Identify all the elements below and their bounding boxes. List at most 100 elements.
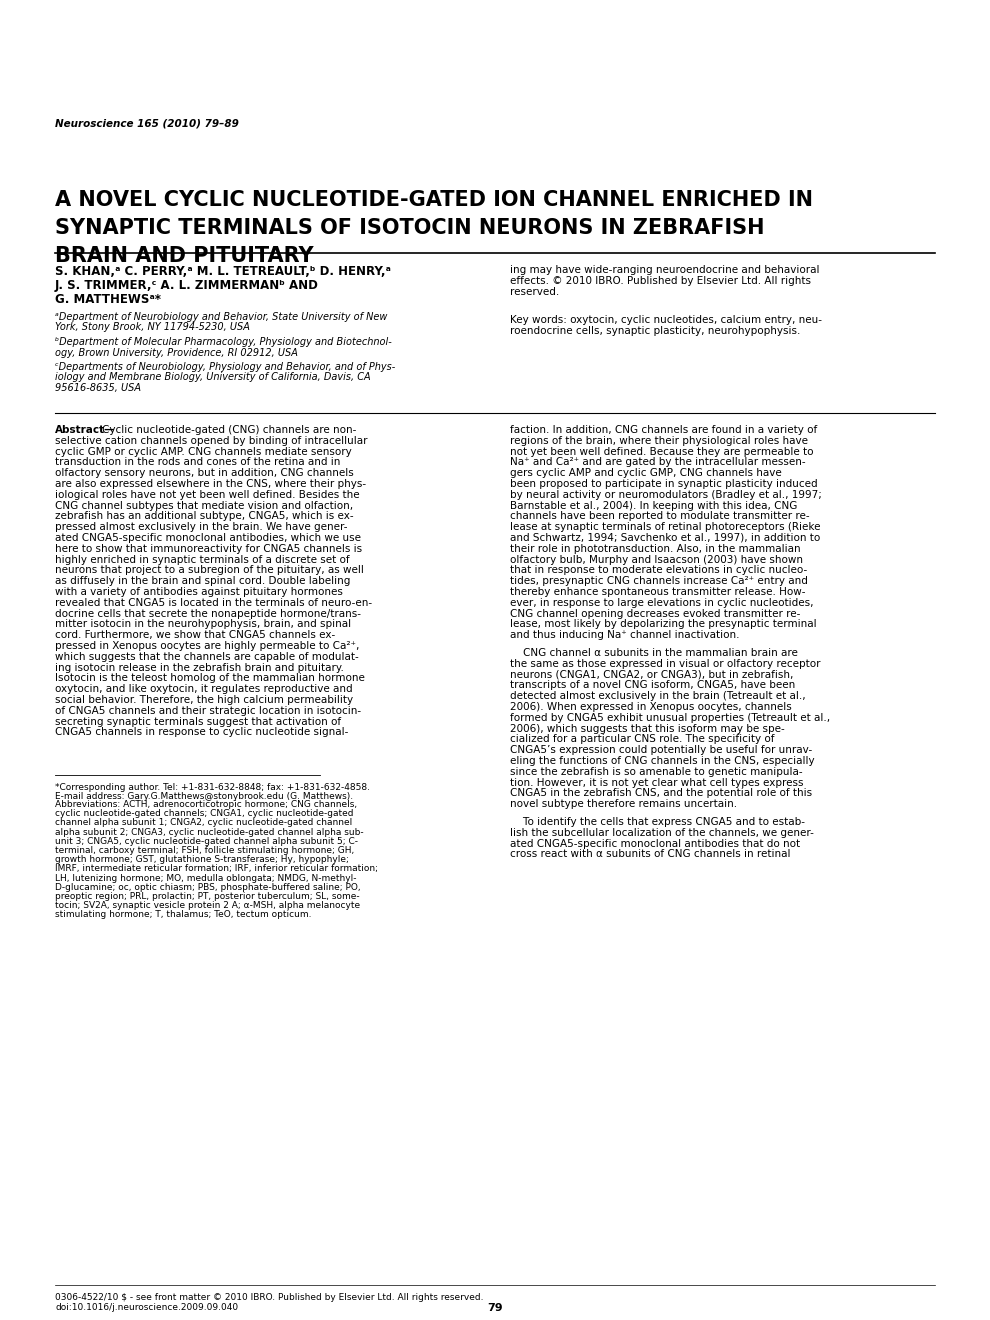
Text: D-glucamine; oc, optic chiasm; PBS, phosphate-buffered saline; PO,: D-glucamine; oc, optic chiasm; PBS, phos… bbox=[55, 883, 360, 892]
Text: LH, lutenizing hormone; MO, medulla oblongata; NMDG, N-methyl-: LH, lutenizing hormone; MO, medulla oblo… bbox=[55, 874, 356, 883]
Text: Abstract—: Abstract— bbox=[55, 425, 116, 436]
Text: CNG channel subtypes that mediate vision and olfaction,: CNG channel subtypes that mediate vision… bbox=[55, 500, 353, 511]
Text: oxytocin, and like oxytocin, it regulates reproductive and: oxytocin, and like oxytocin, it regulate… bbox=[55, 684, 352, 694]
Text: zebrafish has an additional subtype, CNGA5, which is ex-: zebrafish has an additional subtype, CNG… bbox=[55, 511, 353, 521]
Text: with a variety of antibodies against pituitary hormones: with a variety of antibodies against pit… bbox=[55, 587, 343, 597]
Text: olfactory bulb, Murphy and Isaacson (2003) have shown: olfactory bulb, Murphy and Isaacson (200… bbox=[510, 554, 803, 565]
Text: terminal, carboxy terminal; FSH, follicle stimulating hormone; GH,: terminal, carboxy terminal; FSH, follicl… bbox=[55, 846, 354, 855]
Text: of CNGA5 channels and their strategic location in isotocin-: of CNGA5 channels and their strategic lo… bbox=[55, 706, 361, 715]
Text: Key words: oxytocin, cyclic nucleotides, calcium entry, neu-: Key words: oxytocin, cyclic nucleotides,… bbox=[510, 315, 822, 325]
Text: alpha subunit 2; CNGA3, cyclic nucleotide-gated channel alpha sub-: alpha subunit 2; CNGA3, cyclic nucleotid… bbox=[55, 828, 363, 837]
Text: novel subtype therefore remains uncertain.: novel subtype therefore remains uncertai… bbox=[510, 799, 738, 809]
Text: and Schwartz, 1994; Savchenko et al., 1997), in addition to: and Schwartz, 1994; Savchenko et al., 19… bbox=[510, 533, 821, 543]
Text: Barnstable et al., 2004). In keeping with this idea, CNG: Barnstable et al., 2004). In keeping wit… bbox=[510, 500, 797, 511]
Text: secreting synaptic terminals suggest that activation of: secreting synaptic terminals suggest tha… bbox=[55, 717, 342, 726]
Text: lease, most likely by depolarizing the presynaptic terminal: lease, most likely by depolarizing the p… bbox=[510, 619, 817, 630]
Text: 0306-4522/10 $ - see front matter © 2010 IBRO. Published by Elsevier Ltd. All ri: 0306-4522/10 $ - see front matter © 2010… bbox=[55, 1294, 483, 1302]
Text: CNG channel α subunits in the mammalian brain are: CNG channel α subunits in the mammalian … bbox=[510, 648, 798, 657]
Text: and thus inducing Na⁺ channel inactivation.: and thus inducing Na⁺ channel inactivati… bbox=[510, 630, 740, 640]
Text: cross react with α subunits of CNG channels in retinal: cross react with α subunits of CNG chann… bbox=[510, 849, 790, 859]
Text: ᵃDepartment of Neurobiology and Behavior, State University of New: ᵃDepartment of Neurobiology and Behavior… bbox=[55, 312, 387, 322]
Text: that in response to moderate elevations in cyclic nucleo-: that in response to moderate elevations … bbox=[510, 565, 807, 576]
Text: the same as those expressed in visual or olfactory receptor: the same as those expressed in visual or… bbox=[510, 659, 821, 669]
Text: been proposed to participate in synaptic plasticity induced: been proposed to participate in synaptic… bbox=[510, 479, 818, 488]
Text: channel alpha subunit 1; CNGA2, cyclic nucleotide-gated channel: channel alpha subunit 1; CNGA2, cyclic n… bbox=[55, 818, 352, 828]
Text: tocin; SV2A, synaptic vesicle protein 2 A; α-MSH, alpha melanocyte: tocin; SV2A, synaptic vesicle protein 2 … bbox=[55, 902, 360, 911]
Text: thereby enhance spontaneous transmitter release. How-: thereby enhance spontaneous transmitter … bbox=[510, 587, 806, 597]
Text: effects. © 2010 IBRO. Published by Elsevier Ltd. All rights: effects. © 2010 IBRO. Published by Elsev… bbox=[510, 276, 811, 286]
Text: BRAIN AND PITUITARY: BRAIN AND PITUITARY bbox=[55, 246, 314, 267]
Text: doi:10.1016/j.neuroscience.2009.09.040: doi:10.1016/j.neuroscience.2009.09.040 bbox=[55, 1303, 239, 1312]
Text: unit 3; CNGA5, cyclic nucleotide-gated channel alpha subunit 5; C-: unit 3; CNGA5, cyclic nucleotide-gated c… bbox=[55, 837, 358, 846]
Text: gers cyclic AMP and cyclic GMP, CNG channels have: gers cyclic AMP and cyclic GMP, CNG chan… bbox=[510, 469, 782, 478]
Text: their role in phototransduction. Also, in the mammalian: their role in phototransduction. Also, i… bbox=[510, 544, 801, 554]
Text: J. S. TRIMMER,ᶜ A. L. ZIMMERMANᵇ AND: J. S. TRIMMER,ᶜ A. L. ZIMMERMANᵇ AND bbox=[55, 279, 319, 292]
Text: Isotocin is the teleost homolog of the mammalian hormone: Isotocin is the teleost homolog of the m… bbox=[55, 673, 365, 684]
Text: E-mail address: Gary.G.Matthews@stonybrook.edu (G. Matthews).: E-mail address: Gary.G.Matthews@stonybro… bbox=[55, 792, 353, 801]
Text: highly enriched in synaptic terminals of a discrete set of: highly enriched in synaptic terminals of… bbox=[55, 554, 349, 565]
Text: are also expressed elsewhere in the CNS, where their phys-: are also expressed elsewhere in the CNS,… bbox=[55, 479, 366, 488]
Text: detected almost exclusively in the brain (Tetreault et al.,: detected almost exclusively in the brain… bbox=[510, 692, 806, 701]
Text: lease at synaptic terminals of retinal photoreceptors (Rieke: lease at synaptic terminals of retinal p… bbox=[510, 523, 821, 532]
Text: lish the subcellular localization of the channels, we gener-: lish the subcellular localization of the… bbox=[510, 828, 814, 838]
Text: cialized for a particular CNS role. The specificity of: cialized for a particular CNS role. The … bbox=[510, 734, 774, 744]
Text: eling the functions of CNG channels in the CNS, especially: eling the functions of CNG channels in t… bbox=[510, 756, 815, 766]
Text: revealed that CNGA5 is located in the terminals of neuro-en-: revealed that CNGA5 is located in the te… bbox=[55, 598, 372, 607]
Text: Na⁺ and Ca²⁺ and are gated by the intracellular messen-: Na⁺ and Ca²⁺ and are gated by the intrac… bbox=[510, 458, 806, 467]
Text: preoptic region; PRL, prolactin; PT, posterior tuberculum; SL, some-: preoptic region; PRL, prolactin; PT, pos… bbox=[55, 892, 359, 902]
Text: neurons that project to a subregion of the pituitary, as well: neurons that project to a subregion of t… bbox=[55, 565, 364, 576]
Text: pressed in Xenopus oocytes are highly permeable to Ca²⁺,: pressed in Xenopus oocytes are highly pe… bbox=[55, 642, 359, 651]
Text: ing isotocin release in the zebrafish brain and pituitary.: ing isotocin release in the zebrafish br… bbox=[55, 663, 344, 673]
Text: iology and Membrane Biology, University of California, Davis, CA: iology and Membrane Biology, University … bbox=[55, 372, 370, 383]
Text: ogy, Brown University, Providence, RI 02912, USA: ogy, Brown University, Providence, RI 02… bbox=[55, 347, 298, 358]
Text: regions of the brain, where their physiological roles have: regions of the brain, where their physio… bbox=[510, 436, 808, 446]
Text: olfactory sensory neurons, but in addition, CNG channels: olfactory sensory neurons, but in additi… bbox=[55, 469, 353, 478]
Text: Abbreviations: ACTH, adrenocorticotropic hormone; CNG channels,: Abbreviations: ACTH, adrenocorticotropic… bbox=[55, 800, 357, 809]
Text: Cyclic nucleotide-gated (CNG) channels are non-: Cyclic nucleotide-gated (CNG) channels a… bbox=[102, 425, 356, 436]
Text: 95616-8635, USA: 95616-8635, USA bbox=[55, 383, 141, 393]
Text: channels have been reported to modulate transmitter re-: channels have been reported to modulate … bbox=[510, 511, 810, 521]
Text: ing may have wide-ranging neuroendocrine and behavioral: ing may have wide-ranging neuroendocrine… bbox=[510, 265, 820, 275]
Text: CNGA5 channels in response to cyclic nucleotide signal-: CNGA5 channels in response to cyclic nuc… bbox=[55, 727, 348, 738]
Text: stimulating hormone; T, thalamus; TeO, tectum opticum.: stimulating hormone; T, thalamus; TeO, t… bbox=[55, 911, 312, 920]
Text: selective cation channels opened by binding of intracellular: selective cation channels opened by bind… bbox=[55, 436, 367, 446]
Text: CNG channel opening decreases evoked transmitter re-: CNG channel opening decreases evoked tra… bbox=[510, 609, 800, 619]
Text: social behavior. Therefore, the high calcium permeability: social behavior. Therefore, the high cal… bbox=[55, 696, 353, 705]
Text: ᶜDepartments of Neurobiology, Physiology and Behavior, and of Phys-: ᶜDepartments of Neurobiology, Physiology… bbox=[55, 362, 395, 372]
Text: Neuroscience 165 (2010) 79–89: Neuroscience 165 (2010) 79–89 bbox=[55, 117, 239, 128]
Text: pressed almost exclusively in the brain. We have gener-: pressed almost exclusively in the brain.… bbox=[55, 523, 347, 532]
Text: since the zebrafish is so amenable to genetic manipula-: since the zebrafish is so amenable to ge… bbox=[510, 767, 803, 776]
Text: ever, in response to large elevations in cyclic nucleotides,: ever, in response to large elevations in… bbox=[510, 598, 814, 607]
Text: ated CNGA5-specific monoclonal antibodies, which we use: ated CNGA5-specific monoclonal antibodie… bbox=[55, 533, 361, 543]
Text: ated CNGA5-specific monoclonal antibodies that do not: ated CNGA5-specific monoclonal antibodie… bbox=[510, 838, 800, 849]
Text: iological roles have not yet been well defined. Besides the: iological roles have not yet been well d… bbox=[55, 490, 359, 500]
Text: transduction in the rods and cones of the retina and in: transduction in the rods and cones of th… bbox=[55, 458, 341, 467]
Text: here to show that immunoreactivity for CNGA5 channels is: here to show that immunoreactivity for C… bbox=[55, 544, 362, 554]
Text: 2006), which suggests that this isoform may be spe-: 2006), which suggests that this isoform … bbox=[510, 723, 785, 734]
Text: A NOVEL CYCLIC NUCLEOTIDE-GATED ION CHANNEL ENRICHED IN: A NOVEL CYCLIC NUCLEOTIDE-GATED ION CHAN… bbox=[55, 190, 813, 210]
Text: cord. Furthermore, we show that CNGA5 channels ex-: cord. Furthermore, we show that CNGA5 ch… bbox=[55, 630, 336, 640]
Text: ᵇDepartment of Molecular Pharmacology, Physiology and Biotechnol-: ᵇDepartment of Molecular Pharmacology, P… bbox=[55, 337, 392, 347]
Text: IMRF, intermediate reticular formation; IRF, inferior reticular formation;: IMRF, intermediate reticular formation; … bbox=[55, 865, 378, 874]
Text: which suggests that the channels are capable of modulat-: which suggests that the channels are cap… bbox=[55, 652, 358, 661]
Text: York, Stony Brook, NY 11794-5230, USA: York, Stony Brook, NY 11794-5230, USA bbox=[55, 322, 249, 333]
Text: not yet been well defined. Because they are permeable to: not yet been well defined. Because they … bbox=[510, 446, 814, 457]
Text: CNGA5’s expression could potentially be useful for unrav-: CNGA5’s expression could potentially be … bbox=[510, 746, 812, 755]
Text: 79: 79 bbox=[487, 1303, 503, 1313]
Text: G. MATTHEWSᵃ*: G. MATTHEWSᵃ* bbox=[55, 293, 161, 306]
Text: tides, presynaptic CNG channels increase Ca²⁺ entry and: tides, presynaptic CNG channels increase… bbox=[510, 577, 808, 586]
Text: transcripts of a novel CNG isoform, CNGA5, have been: transcripts of a novel CNG isoform, CNGA… bbox=[510, 680, 795, 690]
Text: by neural activity or neuromodulators (Bradley et al., 1997;: by neural activity or neuromodulators (B… bbox=[510, 490, 822, 500]
Text: S. KHAN,ᵃ C. PERRY,ᵃ M. L. TETREAULT,ᵇ D. HENRY,ᵃ: S. KHAN,ᵃ C. PERRY,ᵃ M. L. TETREAULT,ᵇ D… bbox=[55, 265, 391, 279]
Text: formed by CNGA5 exhibit unusual properties (Tetreault et al.,: formed by CNGA5 exhibit unusual properti… bbox=[510, 713, 831, 723]
Text: cyclic GMP or cyclic AMP. CNG channels mediate sensory: cyclic GMP or cyclic AMP. CNG channels m… bbox=[55, 446, 351, 457]
Text: reserved.: reserved. bbox=[510, 286, 559, 297]
Text: mitter isotocin in the neurohypophysis, brain, and spinal: mitter isotocin in the neurohypophysis, … bbox=[55, 619, 351, 630]
Text: cyclic nucleotide-gated channels; CNGA1, cyclic nucleotide-gated: cyclic nucleotide-gated channels; CNGA1,… bbox=[55, 809, 353, 818]
Text: tion. However, it is not yet clear what cell types express: tion. However, it is not yet clear what … bbox=[510, 777, 804, 788]
Text: growth hormone; GST, glutathione S-transferase; Hy, hypophyle;: growth hormone; GST, glutathione S-trans… bbox=[55, 855, 348, 865]
Text: 2006). When expressed in Xenopus oocytes, channels: 2006). When expressed in Xenopus oocytes… bbox=[510, 702, 792, 711]
Text: *Corresponding author. Tel: +1-831-632-8848; fax: +1-831-632-4858.: *Corresponding author. Tel: +1-831-632-8… bbox=[55, 783, 370, 792]
Text: CNGA5 in the zebrafish CNS, and the potential role of this: CNGA5 in the zebrafish CNS, and the pote… bbox=[510, 788, 812, 799]
Text: as diffusely in the brain and spinal cord. Double labeling: as diffusely in the brain and spinal cor… bbox=[55, 577, 350, 586]
